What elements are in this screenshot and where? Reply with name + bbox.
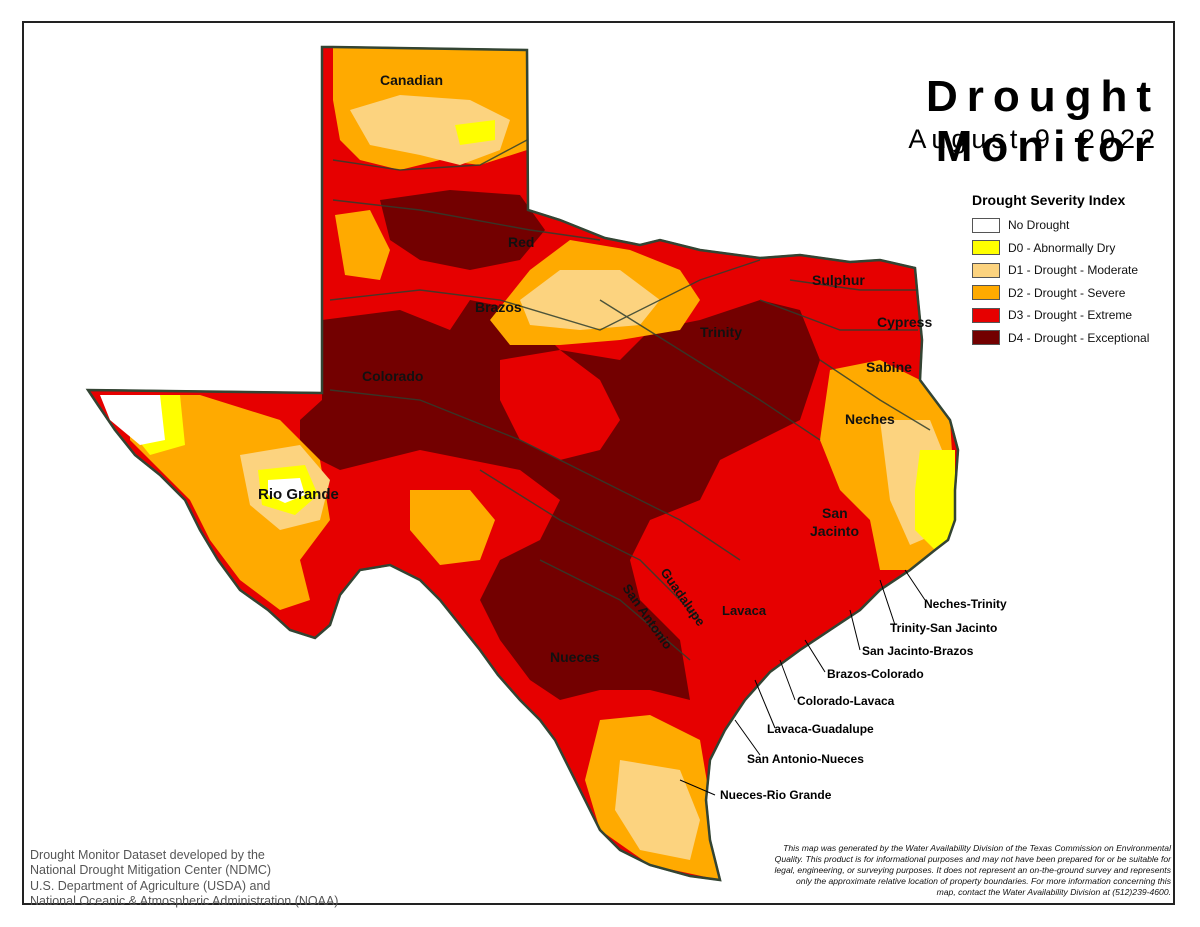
basin-label-brazos: Brazos bbox=[475, 299, 522, 315]
basin-label-canadian: Canadian bbox=[380, 72, 443, 88]
basin-label-nueces: Nueces bbox=[550, 649, 600, 665]
disclaimer: This map was generated by the Water Avai… bbox=[735, 843, 1171, 898]
legend-item-label: D0 - Abnormally Dry bbox=[1008, 240, 1116, 255]
d1-area-panhandle bbox=[350, 95, 510, 165]
basin-label-red: Red bbox=[508, 234, 534, 250]
legend-swatch bbox=[972, 240, 1000, 256]
legend-item-no-drought: No Drought bbox=[972, 214, 1172, 237]
map-date: August 9, 2022 bbox=[908, 124, 1160, 154]
legend-swatch bbox=[972, 307, 1000, 323]
disclaimer-line: legal, engineering, or surveying purpose… bbox=[774, 865, 1171, 875]
basin-label-san-jacinto-line1: San bbox=[822, 505, 848, 521]
texas-border bbox=[85, 45, 960, 882]
basin-boundaries bbox=[329, 139, 931, 661]
credit-line: National Drought Mitigation Center (NDMC… bbox=[30, 863, 272, 878]
no-drought-area-far-west bbox=[100, 395, 165, 445]
no-drought-area-rio-grande bbox=[268, 478, 305, 503]
coastal-label-neches-trinity: Neches-Trinity bbox=[924, 597, 1007, 611]
legend-swatch bbox=[972, 330, 1000, 346]
d0-area-east bbox=[915, 450, 955, 550]
legend-item-d3: D3 - Drought - Extreme bbox=[972, 304, 1172, 327]
d4-area-central bbox=[300, 300, 820, 700]
disclaimer-line: Quality. This product is for information… bbox=[774, 854, 1171, 864]
coastal-label-san-jacinto-brazos: San Jacinto-Brazos bbox=[862, 644, 974, 658]
credit-line: Drought Monitor Dataset developed by the bbox=[30, 848, 265, 862]
disclaimer-line: only the approximate relative location o… bbox=[796, 876, 1171, 886]
data-credit: Drought Monitor Dataset developed by the… bbox=[30, 848, 370, 909]
disclaimer-line: This map was generated by the Water Avai… bbox=[783, 843, 1171, 853]
credit-line: National Oceanic & Atmospheric Administr… bbox=[30, 893, 339, 908]
d3-area-center bbox=[500, 350, 620, 460]
legend-item-d0: D0 - Abnormally Dry bbox=[972, 237, 1172, 260]
coastal-basin-labels: Neches-Trinity Trinity-San Jacinto San J… bbox=[720, 597, 1007, 802]
legend-item-label: No Drought bbox=[1008, 218, 1070, 233]
basin-label-trinity: Trinity bbox=[700, 324, 742, 340]
coastal-leader-lines bbox=[679, 569, 926, 796]
coastal-label-brazos-colorado: Brazos-Colorado bbox=[827, 667, 924, 681]
legend: Drought Severity Index No Drought D0 - A… bbox=[972, 192, 1172, 349]
drought-areas bbox=[85, 45, 960, 882]
coastal-label-san-antonio-nueces: San Antonio-Nueces bbox=[747, 752, 864, 766]
legend-item-d4: D4 - Drought - Exceptional bbox=[972, 327, 1172, 350]
legend-swatch bbox=[972, 262, 1000, 278]
basin-label-colorado: Colorado bbox=[362, 368, 423, 384]
d1-area-south bbox=[615, 760, 700, 860]
legend-item-label: D4 - Drought - Exceptional bbox=[1008, 330, 1150, 345]
legend-item-label: D2 - Drought - Severe bbox=[1008, 285, 1126, 300]
d2-area-west-panhandle bbox=[335, 210, 390, 280]
legend-item-d1: D1 - Drought - Moderate bbox=[972, 259, 1172, 282]
legend-swatch bbox=[972, 217, 1000, 233]
credit-line: U.S. Department of Agriculture (USDA) an… bbox=[30, 878, 271, 893]
basin-label-rio-grande: Rio Grande bbox=[258, 486, 339, 503]
basin-label-san-jacinto-line2: Jacinto bbox=[810, 523, 859, 539]
legend-item-label: D3 - Drought - Extreme bbox=[1008, 308, 1133, 323]
disclaimer-line: map, contact the Water Availability Divi… bbox=[936, 887, 1171, 897]
basin-label-neches: Neches bbox=[845, 411, 895, 427]
basin-label-cypress: Cypress bbox=[877, 314, 932, 330]
legend-item-d2: D2 - Drought - Severe bbox=[972, 282, 1172, 305]
basin-label-lavaca: Lavaca bbox=[722, 603, 767, 618]
d2-area-pecos bbox=[410, 490, 495, 565]
coastal-label-trinity-san-jacinto: Trinity-San Jacinto bbox=[890, 621, 997, 635]
basin-label-sulphur: Sulphur bbox=[812, 272, 865, 288]
d0-area-panhandle bbox=[455, 120, 495, 145]
map-title: Drought Monitor bbox=[925, 72, 1160, 171]
legend-title: Drought Severity Index bbox=[972, 192, 1126, 208]
basin-label-sabine: Sabine bbox=[866, 359, 912, 375]
legend-swatch bbox=[972, 285, 1000, 301]
legend-item-label: D1 - Drought - Moderate bbox=[1008, 263, 1139, 278]
coastal-label-colorado-lavaca: Colorado-Lavaca bbox=[797, 694, 895, 708]
coastal-label-lavaca-guadalupe: Lavaca-Guadalupe bbox=[767, 722, 874, 736]
coastal-label-nueces-rio-grande: Nueces-Rio Grande bbox=[720, 788, 832, 802]
